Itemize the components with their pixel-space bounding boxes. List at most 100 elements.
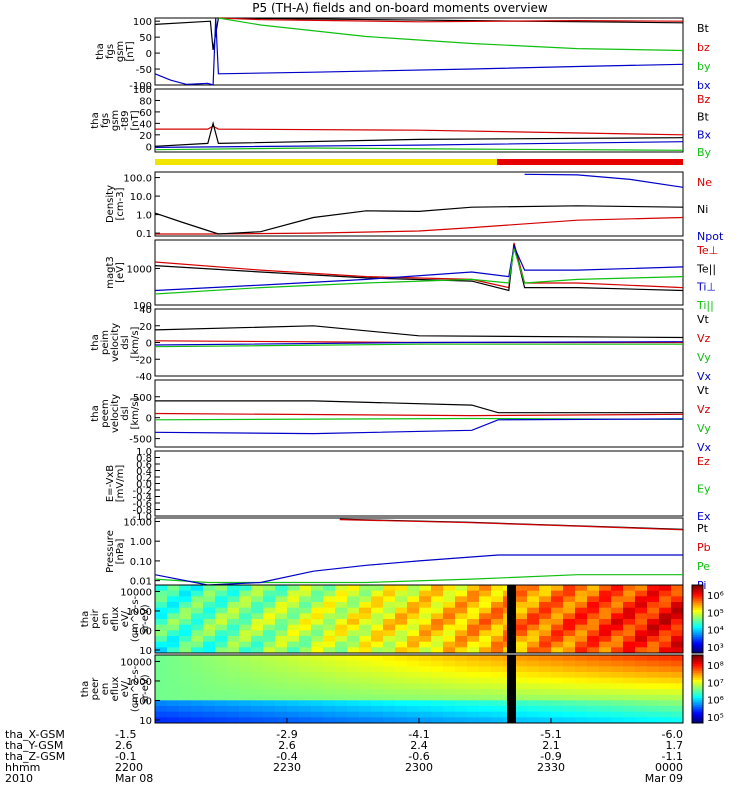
spectrogram-cell — [635, 585, 648, 592]
spectrogram-cell — [299, 647, 312, 654]
spectrogram-cell — [455, 700, 468, 707]
spectrogram-cell — [263, 596, 276, 603]
spectrogram-cell — [671, 647, 684, 654]
spectrogram-cell — [467, 613, 480, 620]
x-row-value: 2.1 — [542, 739, 560, 752]
spectrogram-cell — [299, 630, 312, 637]
spectrogram-cell — [443, 717, 456, 724]
spectrogram-cell — [527, 636, 540, 643]
spectrogram-cell — [671, 694, 684, 701]
spectrogram-cell — [659, 706, 672, 713]
data-gap-column — [507, 585, 516, 653]
spectrogram-cell — [191, 672, 204, 679]
spectrogram-cell — [275, 596, 288, 603]
spectrogram-cell — [671, 689, 684, 696]
spectrogram-cell — [395, 585, 408, 592]
spectrogram-cell — [647, 672, 660, 679]
spectrogram-cell — [431, 647, 444, 654]
panel-frame — [154, 584, 684, 654]
spectrogram-cell — [287, 672, 300, 679]
x-row-value: 2200 — [115, 761, 143, 774]
spectrogram-cell — [179, 711, 192, 718]
spectrogram-cell — [623, 666, 636, 673]
spectrogram-cell — [539, 602, 552, 609]
spectrogram-cell — [491, 700, 504, 707]
spectrogram-cell — [455, 717, 468, 724]
spectrogram-cell — [575, 655, 588, 662]
spectrogram-cell — [587, 711, 600, 718]
y-tick-label: 10 — [139, 716, 152, 727]
spectrogram-cell — [179, 689, 192, 696]
spectrogram-cell — [179, 641, 192, 648]
spectrogram-cell — [335, 677, 348, 684]
spectrogram-cell — [335, 706, 348, 713]
series-line-bx — [154, 17, 684, 86]
spectrogram-cell — [287, 607, 300, 614]
spectrogram-cell — [287, 711, 300, 718]
spectrogram-cell — [227, 613, 240, 620]
spectrogram-cell — [347, 666, 360, 673]
spectrogram-cell — [239, 619, 252, 626]
spectrogram-cell — [203, 655, 216, 662]
spectrogram-cell — [623, 607, 636, 614]
spectrogram-cell — [635, 655, 648, 662]
spectrogram-cell — [383, 706, 396, 713]
spectrogram-cell — [635, 666, 648, 673]
spectrogram-cell — [443, 706, 456, 713]
spectrogram-cell — [599, 607, 612, 614]
spectrogram-cell — [419, 672, 432, 679]
legend-label: Te⊥ — [696, 244, 718, 257]
spectrogram-cell — [479, 706, 492, 713]
y-axis-label-line: eV/ — [120, 610, 131, 627]
spectrogram-cell — [659, 636, 672, 643]
spectrogram-cell — [395, 636, 408, 643]
spectrogram-cell — [539, 655, 552, 662]
spectrogram-cell — [179, 636, 192, 643]
colorbar-segment — [692, 668, 703, 672]
spectrogram-cell — [167, 694, 180, 701]
y-tick-label: 10.00 — [123, 517, 152, 528]
spectrogram-cell — [383, 655, 396, 662]
spectrogram-cell — [179, 590, 192, 597]
series-line-Npot — [524, 173, 684, 188]
spectrogram-cell — [659, 596, 672, 603]
spectrogram-cell — [563, 683, 576, 690]
spectrogram-cell — [155, 624, 168, 631]
spectrogram-cell — [611, 636, 624, 643]
spectrogram-cell — [227, 624, 240, 631]
spectrogram-cell — [587, 613, 600, 620]
x-row-value: -0.1 — [115, 750, 136, 763]
spectrogram-cell — [623, 619, 636, 626]
spectrogram-cell — [335, 590, 348, 597]
spectrogram-cell — [407, 706, 420, 713]
spectrogram-cell — [575, 590, 588, 597]
colorbar-segment — [692, 666, 703, 670]
spectrogram-cell — [623, 596, 636, 603]
colorbar-tick-label: 10⁷ — [707, 678, 724, 689]
spectrogram-cell — [191, 647, 204, 654]
y-axis-label-line: (cm^2-s- — [130, 595, 141, 642]
spectrogram-cell — [419, 602, 432, 609]
spectrogram-cell — [359, 700, 372, 707]
spectrogram-cell — [599, 585, 612, 592]
legend-label: Bz — [697, 93, 711, 106]
spectrogram-cell — [323, 619, 336, 626]
spectrogram-cell — [359, 596, 372, 603]
spectrogram-cell — [263, 694, 276, 701]
colorbar-segment — [692, 630, 703, 634]
spectrogram-cell — [515, 636, 528, 643]
legend-label: Bt — [697, 22, 710, 35]
spectrogram-cell — [311, 641, 324, 648]
spectrogram-cell — [215, 630, 228, 637]
spectrogram-cell — [395, 596, 408, 603]
spectrogram-cell — [527, 641, 540, 648]
spectrogram-cell — [659, 613, 672, 620]
y-axis-label: thafgsgsm[nT] — [95, 41, 136, 62]
spectrogram-cell — [575, 624, 588, 631]
spectrogram-cell — [239, 711, 252, 718]
spectrogram-cell — [563, 700, 576, 707]
spectrogram-cell — [443, 689, 456, 696]
spectrogram-cell — [395, 689, 408, 696]
spectrogram-cell — [563, 672, 576, 679]
